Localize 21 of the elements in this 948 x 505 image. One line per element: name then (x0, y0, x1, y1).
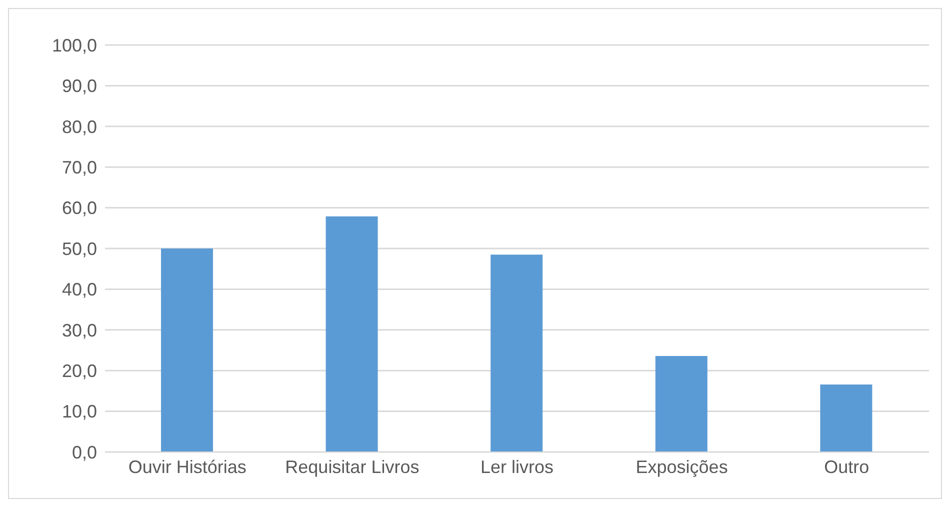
bar (820, 384, 872, 452)
y-tick-label: 100,0 (52, 35, 97, 56)
x-tick-label: Ler livros (480, 456, 554, 477)
y-tick-label: 60,0 (62, 198, 97, 218)
x-tick-label: Requisitar Livros (285, 456, 420, 477)
y-tick-label: 40,0 (62, 280, 97, 300)
y-tick-label: 20,0 (62, 360, 97, 381)
bar (655, 356, 708, 452)
y-tick-label: 0,0 (72, 442, 97, 462)
bar (326, 216, 378, 452)
y-tick-label: 90,0 (62, 76, 97, 96)
bar (161, 248, 213, 452)
y-tick-label: 10,0 (62, 402, 97, 422)
x-tick-label: Exposições (636, 456, 728, 477)
bar (490, 254, 543, 452)
y-tick-label: 80,0 (62, 116, 97, 137)
y-tick-label: 30,0 (62, 320, 97, 340)
y-tick-label: 50,0 (62, 238, 97, 259)
x-tick-label: Ouvir Histórias (128, 456, 246, 477)
y-tick-label: 70,0 (62, 157, 97, 178)
x-tick-label: Outro (824, 456, 870, 477)
